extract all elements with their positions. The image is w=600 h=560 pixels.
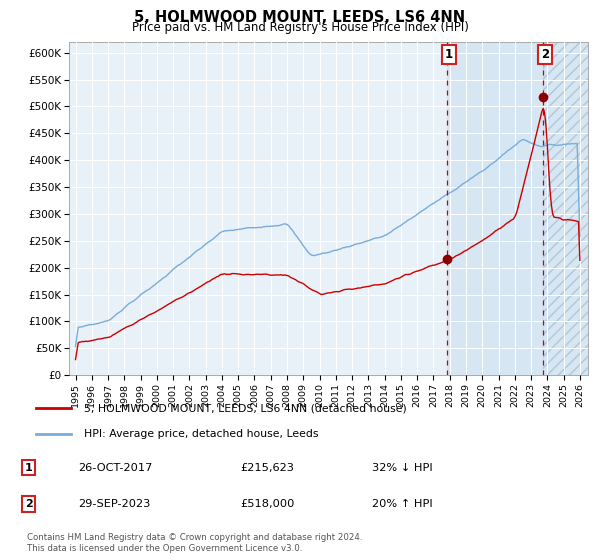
Text: 26-OCT-2017: 26-OCT-2017: [78, 463, 152, 473]
Text: Price paid vs. HM Land Registry's House Price Index (HPI): Price paid vs. HM Land Registry's House …: [131, 21, 469, 34]
Text: 5, HOLMWOOD MOUNT, LEEDS, LS6 4NN: 5, HOLMWOOD MOUNT, LEEDS, LS6 4NN: [134, 10, 466, 25]
Text: 1: 1: [445, 48, 453, 61]
Text: £518,000: £518,000: [240, 499, 295, 509]
Bar: [543, 42, 588, 375]
Text: 2: 2: [541, 48, 549, 61]
Text: 1: 1: [25, 463, 32, 473]
Text: 20% ↑ HPI: 20% ↑ HPI: [372, 499, 433, 509]
Text: 2: 2: [25, 499, 32, 509]
Bar: [543, 42, 588, 375]
Text: Contains HM Land Registry data © Crown copyright and database right 2024.
This d: Contains HM Land Registry data © Crown c…: [27, 533, 362, 553]
Text: £215,623: £215,623: [240, 463, 294, 473]
Text: HPI: Average price, detached house, Leeds: HPI: Average price, detached house, Leed…: [84, 430, 319, 440]
Text: 29-SEP-2023: 29-SEP-2023: [78, 499, 151, 509]
Text: 5, HOLMWOOD MOUNT, LEEDS, LS6 4NN (detached house): 5, HOLMWOOD MOUNT, LEEDS, LS6 4NN (detac…: [84, 403, 407, 413]
Bar: [447, 42, 543, 375]
Text: 32% ↓ HPI: 32% ↓ HPI: [372, 463, 433, 473]
